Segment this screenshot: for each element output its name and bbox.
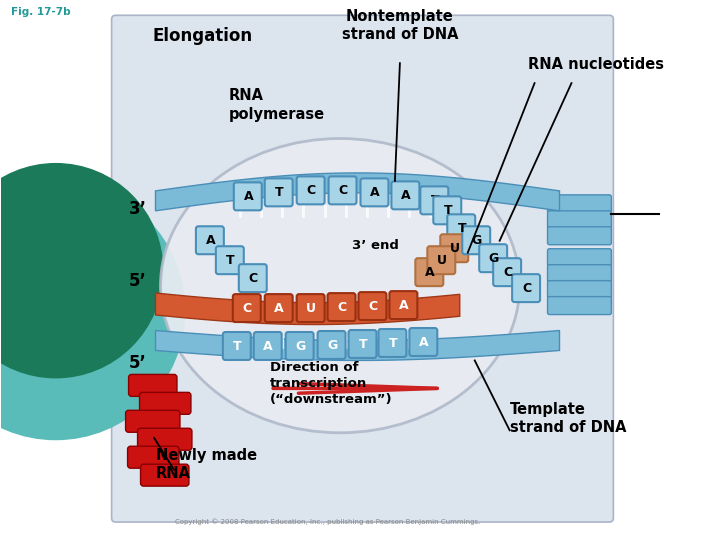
Circle shape — [0, 181, 186, 440]
Text: A: A — [399, 299, 409, 312]
Text: Fig. 17-7b: Fig. 17-7b — [11, 8, 71, 17]
FancyBboxPatch shape — [480, 244, 507, 272]
FancyBboxPatch shape — [512, 274, 540, 302]
Text: A: A — [274, 302, 284, 315]
Text: A: A — [425, 266, 435, 279]
FancyBboxPatch shape — [239, 264, 266, 292]
FancyBboxPatch shape — [127, 446, 179, 468]
Text: Nontemplate
strand of DNA: Nontemplate strand of DNA — [342, 9, 458, 42]
Circle shape — [0, 163, 163, 379]
Text: C: C — [338, 184, 348, 197]
Text: G: G — [327, 339, 337, 352]
Text: C: C — [522, 282, 531, 295]
Text: Newly made
RNA: Newly made RNA — [156, 448, 256, 481]
FancyBboxPatch shape — [547, 211, 611, 229]
FancyBboxPatch shape — [379, 329, 406, 357]
Text: A: A — [205, 234, 215, 247]
FancyBboxPatch shape — [328, 177, 356, 204]
Text: A: A — [419, 336, 428, 349]
FancyBboxPatch shape — [547, 265, 611, 282]
Text: A: A — [370, 186, 379, 199]
Text: Template
strand of DNA: Template strand of DNA — [510, 402, 626, 435]
Text: C: C — [338, 301, 346, 314]
FancyBboxPatch shape — [447, 214, 475, 242]
FancyBboxPatch shape — [234, 183, 262, 210]
FancyBboxPatch shape — [441, 234, 468, 262]
FancyBboxPatch shape — [297, 294, 325, 322]
FancyBboxPatch shape — [428, 246, 455, 274]
FancyBboxPatch shape — [253, 332, 282, 360]
FancyBboxPatch shape — [547, 227, 611, 245]
Text: Copyright © 2008 Pearson Education, Inc., publishing as Pearson Benjamin Cumming: Copyright © 2008 Pearson Education, Inc.… — [176, 518, 481, 525]
Text: G: G — [295, 340, 305, 353]
FancyBboxPatch shape — [112, 15, 613, 522]
Text: U: U — [306, 302, 316, 315]
FancyBboxPatch shape — [265, 178, 292, 206]
Text: G: G — [472, 234, 482, 247]
FancyBboxPatch shape — [493, 258, 521, 286]
Text: T: T — [275, 186, 284, 199]
FancyBboxPatch shape — [462, 226, 490, 254]
FancyBboxPatch shape — [547, 195, 611, 213]
Text: A: A — [243, 191, 253, 204]
Text: T: T — [226, 254, 235, 267]
FancyBboxPatch shape — [359, 292, 387, 320]
FancyBboxPatch shape — [420, 186, 449, 214]
Text: A: A — [401, 190, 410, 202]
Text: C: C — [369, 300, 377, 313]
FancyBboxPatch shape — [433, 197, 462, 224]
Text: T: T — [389, 337, 397, 350]
Text: Elongation: Elongation — [153, 27, 253, 45]
FancyBboxPatch shape — [361, 178, 388, 206]
Polygon shape — [156, 293, 460, 325]
FancyBboxPatch shape — [138, 428, 192, 450]
FancyBboxPatch shape — [390, 291, 418, 319]
FancyBboxPatch shape — [223, 332, 251, 360]
FancyBboxPatch shape — [410, 328, 437, 356]
FancyBboxPatch shape — [547, 296, 611, 315]
Ellipse shape — [161, 138, 520, 433]
FancyBboxPatch shape — [392, 181, 419, 210]
Text: 3’: 3’ — [129, 200, 147, 218]
FancyBboxPatch shape — [348, 330, 377, 358]
FancyBboxPatch shape — [233, 294, 261, 322]
Text: A: A — [264, 340, 273, 353]
Text: RNA
polymerase: RNA polymerase — [228, 89, 325, 122]
Text: 3’ end: 3’ end — [352, 239, 399, 252]
Text: Direction of
transcription
(“downstream”): Direction of transcription (“downstream”… — [270, 361, 393, 406]
Text: C: C — [248, 272, 258, 285]
FancyBboxPatch shape — [265, 294, 292, 322]
Text: U: U — [450, 242, 460, 255]
Text: T: T — [457, 222, 466, 235]
FancyBboxPatch shape — [129, 374, 177, 396]
Text: C: C — [243, 302, 252, 315]
Text: C: C — [307, 184, 315, 197]
Polygon shape — [156, 173, 559, 211]
Text: 5’: 5’ — [129, 272, 146, 289]
Text: T: T — [233, 340, 242, 353]
FancyBboxPatch shape — [140, 464, 189, 486]
Text: RNA nucleotides: RNA nucleotides — [528, 57, 664, 72]
FancyBboxPatch shape — [547, 281, 611, 299]
FancyBboxPatch shape — [547, 249, 611, 267]
FancyBboxPatch shape — [328, 293, 356, 321]
FancyBboxPatch shape — [125, 410, 180, 432]
FancyBboxPatch shape — [286, 332, 314, 360]
Text: G: G — [489, 252, 499, 265]
Text: 5’: 5’ — [129, 354, 146, 373]
FancyBboxPatch shape — [140, 393, 191, 414]
Text: C: C — [503, 266, 512, 279]
Text: T: T — [359, 338, 367, 351]
Polygon shape — [156, 330, 559, 360]
Text: U: U — [437, 254, 447, 267]
FancyBboxPatch shape — [216, 246, 244, 274]
FancyBboxPatch shape — [415, 258, 444, 286]
Text: T: T — [444, 204, 452, 217]
Text: T: T — [431, 194, 439, 207]
FancyBboxPatch shape — [196, 226, 224, 254]
FancyBboxPatch shape — [318, 331, 346, 359]
FancyBboxPatch shape — [297, 177, 325, 204]
